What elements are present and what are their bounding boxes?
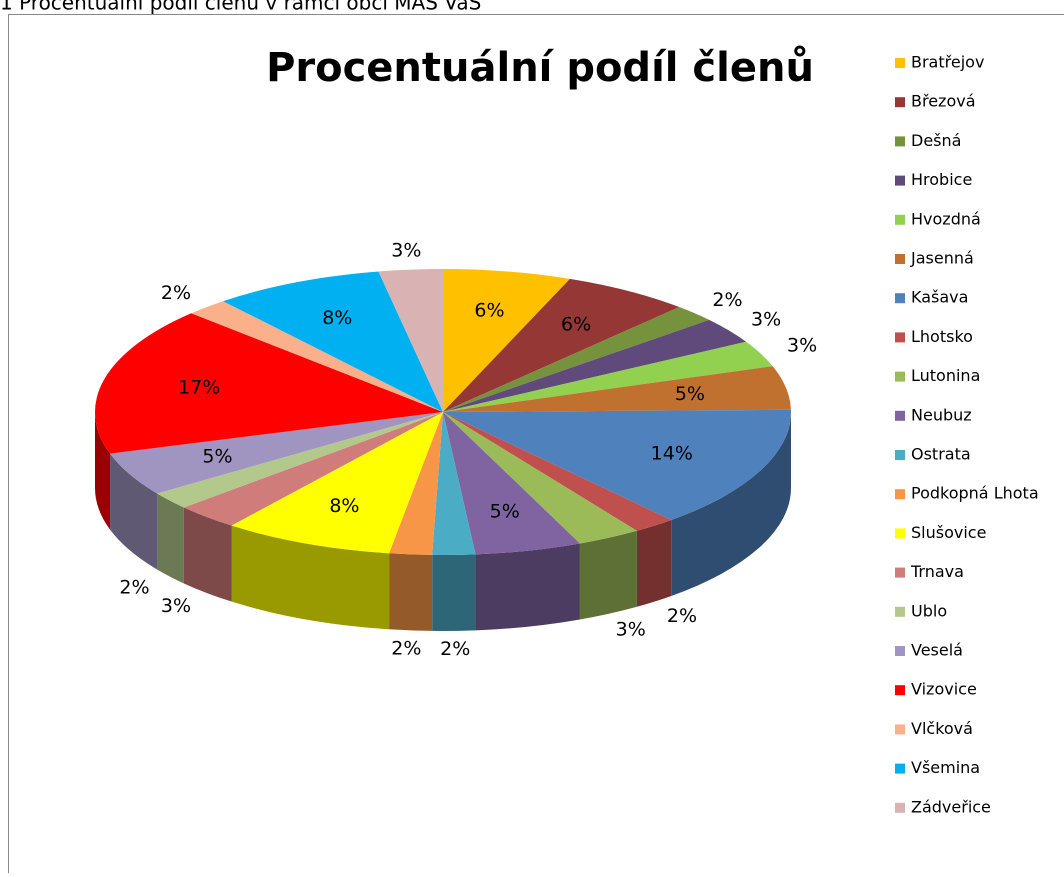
legend-label: Hvozdná	[911, 209, 981, 228]
data-label: 8%	[329, 495, 359, 517]
data-label: 5%	[202, 445, 232, 467]
legend-swatch	[895, 58, 905, 68]
legend-swatch	[895, 372, 905, 382]
legend-label: Neubuz	[911, 405, 972, 424]
legend-label: Zádveřice	[911, 797, 991, 816]
data-label: 2%	[391, 637, 421, 659]
legend-label: Lhotsko	[911, 327, 973, 346]
pie-tops	[95, 269, 791, 555]
legend-swatch	[895, 489, 905, 499]
data-label: 6%	[474, 299, 504, 321]
legend-swatch	[895, 568, 905, 578]
legend-swatch	[895, 97, 905, 107]
chart-title: Procentuální podíl členů	[266, 44, 814, 91]
data-label: 17%	[178, 377, 220, 399]
legend-label: Jasenná	[910, 249, 974, 268]
legend-label: Trnava	[910, 562, 964, 581]
data-label: 2%	[161, 282, 191, 304]
pie-slice-side	[432, 554, 475, 631]
legend-swatch	[895, 450, 905, 460]
data-label: 2%	[440, 638, 470, 660]
data-label: 5%	[490, 500, 520, 522]
legend-swatch	[895, 136, 905, 146]
caption: 1 Procentuální podíl členů v rámci obcí …	[0, 0, 481, 15]
legend-swatch	[895, 764, 905, 774]
pie-slice-side	[580, 531, 637, 620]
pie-slice-side	[475, 543, 579, 630]
legend-label: Vlčková	[911, 719, 973, 738]
data-label: 14%	[651, 442, 693, 464]
legend-swatch	[895, 528, 905, 538]
data-label: 2%	[667, 605, 697, 627]
data-label: 3%	[616, 618, 646, 640]
legend-label: Ostrata	[911, 445, 971, 464]
legend-label: Březová	[911, 92, 976, 111]
data-label: 3%	[391, 240, 421, 262]
legend-label: Lutonina	[911, 366, 980, 385]
legend-label: Dešná	[911, 131, 961, 150]
legend-swatch	[895, 411, 905, 421]
legend-label: Vizovice	[911, 680, 977, 699]
legend-swatch	[895, 607, 905, 617]
legend-swatch	[895, 685, 905, 695]
pie-slice-side	[637, 520, 671, 607]
data-label: 3%	[751, 308, 781, 330]
data-label: 2%	[712, 289, 742, 311]
legend-swatch	[895, 293, 905, 303]
legend-label: Všemina	[911, 758, 980, 777]
legend-swatch	[895, 254, 905, 264]
legend-label: Ublo	[911, 601, 947, 620]
legend-swatch	[895, 176, 905, 186]
data-label: 6%	[561, 313, 591, 335]
data-label: 3%	[787, 335, 817, 357]
legend-label: Slušovice	[911, 523, 986, 542]
data-label: 3%	[161, 595, 191, 617]
legend-label: Kašava	[911, 288, 968, 307]
legend-label: Bratřejov	[911, 53, 984, 72]
data-label: 5%	[675, 383, 705, 405]
legend-label: Veselá	[911, 641, 963, 660]
legend-swatch	[895, 646, 905, 656]
legend-swatch	[895, 724, 905, 734]
pie-slice-side	[157, 494, 184, 584]
legend-swatch	[895, 803, 905, 813]
legend-label: Hrobice	[911, 170, 972, 189]
data-label: 8%	[322, 307, 352, 329]
legend-swatch	[895, 332, 905, 342]
legend-swatch	[895, 215, 905, 225]
data-label: 2%	[119, 577, 149, 599]
pie-slice-side	[389, 553, 432, 631]
legend-label: Podkopná Lhota	[911, 484, 1039, 503]
